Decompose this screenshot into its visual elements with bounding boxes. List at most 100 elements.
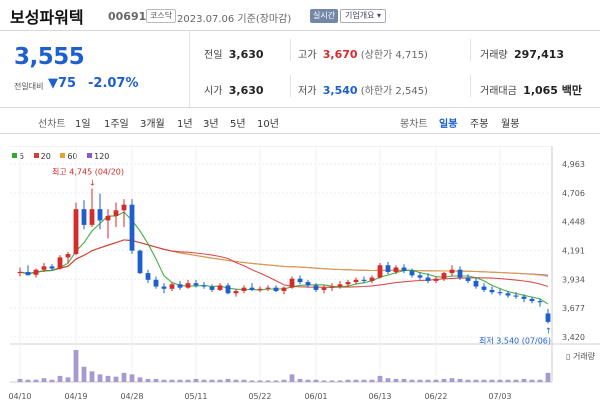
volume-bar bbox=[153, 378, 159, 382]
volume-bar bbox=[81, 366, 87, 382]
volume-bar bbox=[305, 379, 311, 382]
down-arrow-icon: ↓ bbox=[89, 178, 96, 187]
candle bbox=[233, 288, 239, 297]
candle-body bbox=[505, 293, 511, 296]
candle bbox=[89, 188, 95, 228]
candle-body bbox=[161, 286, 167, 289]
candle bbox=[161, 283, 167, 294]
volume-bar bbox=[129, 374, 135, 382]
volume-bar bbox=[33, 379, 39, 382]
volume-bar bbox=[417, 379, 423, 382]
volume-bar bbox=[217, 379, 223, 382]
line-chart-label[interactable]: 선차트 bbox=[38, 119, 66, 130]
high-label: 고가 bbox=[298, 50, 317, 61]
candle bbox=[329, 283, 335, 292]
volume-bar bbox=[401, 378, 407, 382]
legend-ma5: 5 bbox=[12, 152, 24, 161]
ma-legend: 5 20 60 120 bbox=[12, 152, 116, 161]
candle-daily[interactable]: 일봉 bbox=[439, 119, 458, 130]
volume-bar bbox=[17, 378, 23, 382]
volume-bar bbox=[177, 379, 183, 382]
legend-ma120: 120 bbox=[87, 152, 109, 161]
candle-body bbox=[57, 257, 63, 269]
volume-axis-label: ▯ 거래량 bbox=[566, 351, 596, 361]
divider bbox=[470, 39, 471, 61]
candle bbox=[281, 286, 287, 295]
ma60-line bbox=[19, 239, 549, 277]
candle bbox=[17, 267, 23, 277]
candle bbox=[113, 202, 119, 228]
volume-bar bbox=[41, 378, 47, 382]
candle-weekly[interactable]: 주봉 bbox=[470, 119, 489, 130]
chart-grid bbox=[10, 146, 600, 383]
candle-body bbox=[113, 210, 119, 216]
volume-bar bbox=[121, 372, 127, 382]
candle-chart-label[interactable]: 봉차트 bbox=[400, 119, 428, 130]
candle bbox=[417, 271, 423, 280]
high-price: 고가 3,670 (상한가 4,715) bbox=[298, 46, 428, 61]
period-1y[interactable]: 1년 bbox=[177, 119, 193, 130]
candle bbox=[129, 199, 135, 255]
period-3m[interactable]: 3개월 bbox=[140, 119, 165, 130]
volume-bar bbox=[145, 378, 151, 382]
x-axis: 04/10 04/19 04/28 05/11 05/22 06/01 06/13 06/22… bbox=[8, 392, 511, 401]
volume-bar bbox=[505, 379, 511, 382]
period-1d[interactable]: 1일 bbox=[75, 119, 91, 130]
volume: 거래량 297,413 bbox=[480, 46, 564, 61]
period-10y[interactable]: 10년 bbox=[257, 119, 279, 130]
candle bbox=[313, 283, 319, 293]
candle-body bbox=[105, 215, 111, 221]
candle-body bbox=[153, 279, 159, 287]
company-overview-button[interactable]: 기업개요 ▾ bbox=[340, 9, 387, 23]
candle-body bbox=[177, 284, 183, 288]
y-tick-label: 3,677 bbox=[562, 304, 585, 313]
candle bbox=[49, 264, 55, 271]
candle bbox=[73, 202, 79, 256]
candle-body bbox=[201, 285, 207, 287]
candle bbox=[537, 298, 543, 307]
candle-body bbox=[513, 295, 519, 297]
candle-body bbox=[489, 289, 495, 293]
candle bbox=[337, 280, 343, 289]
candle bbox=[265, 285, 271, 292]
candle-body bbox=[345, 282, 351, 285]
candle bbox=[393, 265, 399, 275]
candle-body bbox=[361, 279, 367, 281]
volume-bar bbox=[105, 375, 111, 382]
candle bbox=[401, 264, 407, 274]
candle-body bbox=[225, 285, 231, 294]
candle-body bbox=[273, 287, 279, 292]
candle-body bbox=[377, 265, 383, 278]
candle-body bbox=[545, 313, 551, 322]
legend-ma60: 60 bbox=[60, 152, 78, 161]
y-tick-label: 3,420 bbox=[562, 333, 585, 342]
volume-bar bbox=[273, 380, 279, 382]
volume-bar bbox=[281, 379, 287, 382]
low-value: 3,540 bbox=[322, 84, 358, 97]
period-1w[interactable]: 1주일 bbox=[104, 119, 129, 130]
candle-body bbox=[185, 283, 191, 288]
candle-body bbox=[265, 287, 271, 289]
candle-body bbox=[137, 250, 143, 274]
period-5y[interactable]: 5년 bbox=[230, 119, 246, 130]
candle-body bbox=[97, 209, 103, 221]
y-axis: 4,963 4,706 4,448 4,191 3,934 3,677 3,420 ▯ 거래량 bbox=[562, 160, 596, 361]
volume-bars bbox=[17, 350, 551, 382]
x-tick-label: 05/11 bbox=[184, 392, 207, 401]
candle-monthly[interactable]: 월봉 bbox=[501, 119, 520, 130]
volume-bar bbox=[329, 380, 335, 382]
candle bbox=[289, 276, 295, 289]
live-badge[interactable]: 실시간 bbox=[310, 9, 339, 23]
candle-body bbox=[529, 298, 535, 302]
volume-bar bbox=[321, 380, 327, 382]
volume-bar bbox=[353, 379, 359, 382]
volume-bar bbox=[457, 378, 463, 382]
y-tick-label: 4,963 bbox=[562, 160, 585, 169]
candle-body bbox=[369, 277, 375, 281]
candle-body bbox=[209, 286, 215, 290]
candle-body bbox=[217, 285, 223, 290]
candle bbox=[33, 268, 39, 278]
period-3y[interactable]: 3년 bbox=[203, 119, 219, 130]
x-tick-label: 07/03 bbox=[488, 392, 511, 401]
price-chart[interactable]: 4,963 4,706 4,448 4,191 3,934 3,677 3,420 ▯ 거래량… bbox=[0, 146, 600, 411]
